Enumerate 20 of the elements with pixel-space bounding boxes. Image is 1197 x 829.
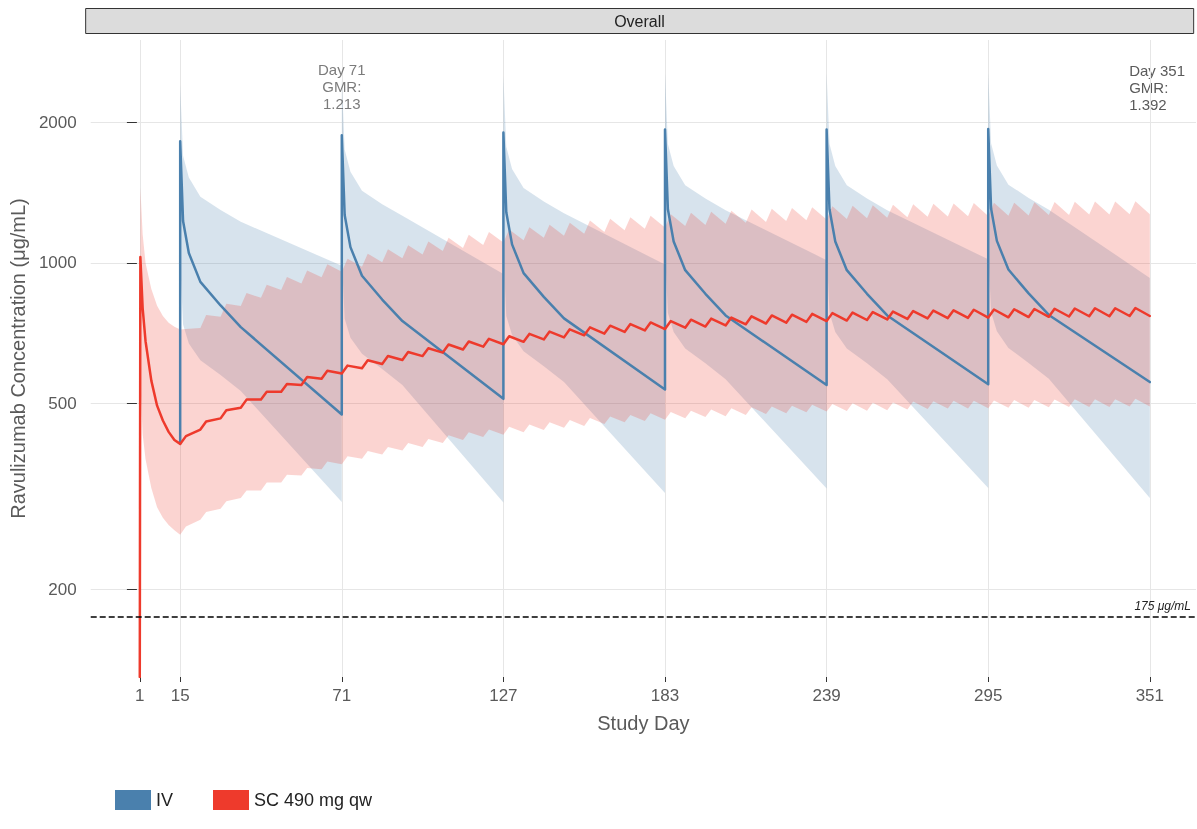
x-tick-label: 1 (135, 686, 145, 705)
legend-label: SC 490 mg qw (254, 790, 374, 810)
x-tick-label: 15 (170, 686, 190, 705)
x-axis-title: Study Day (597, 712, 690, 734)
x-tick-label: 351 (1135, 686, 1165, 705)
x-tick-label: 183 (650, 686, 680, 705)
y-tick-label: 200 (48, 580, 77, 600)
annotation: Day 71 GMR: 1.213 (318, 61, 366, 113)
x-tick-label: 239 (812, 686, 841, 705)
y-tick-label: 500 (48, 394, 77, 414)
legend-label: IV (156, 790, 174, 810)
ref-line-label: 175 μg/mL (1134, 598, 1191, 613)
line-series (178, 127, 1152, 445)
y-tick-label: 2000 (38, 112, 77, 132)
chart-title: Overall (614, 12, 665, 30)
x-tick-label: 71 (332, 686, 352, 705)
y-axis-title: Ravulizumab Concentration (μg/mL) (7, 198, 29, 519)
y-tick-label: 1000 (38, 253, 77, 273)
x-tick-label: 127 (489, 686, 518, 705)
x-tick-label: 295 (974, 686, 1003, 705)
